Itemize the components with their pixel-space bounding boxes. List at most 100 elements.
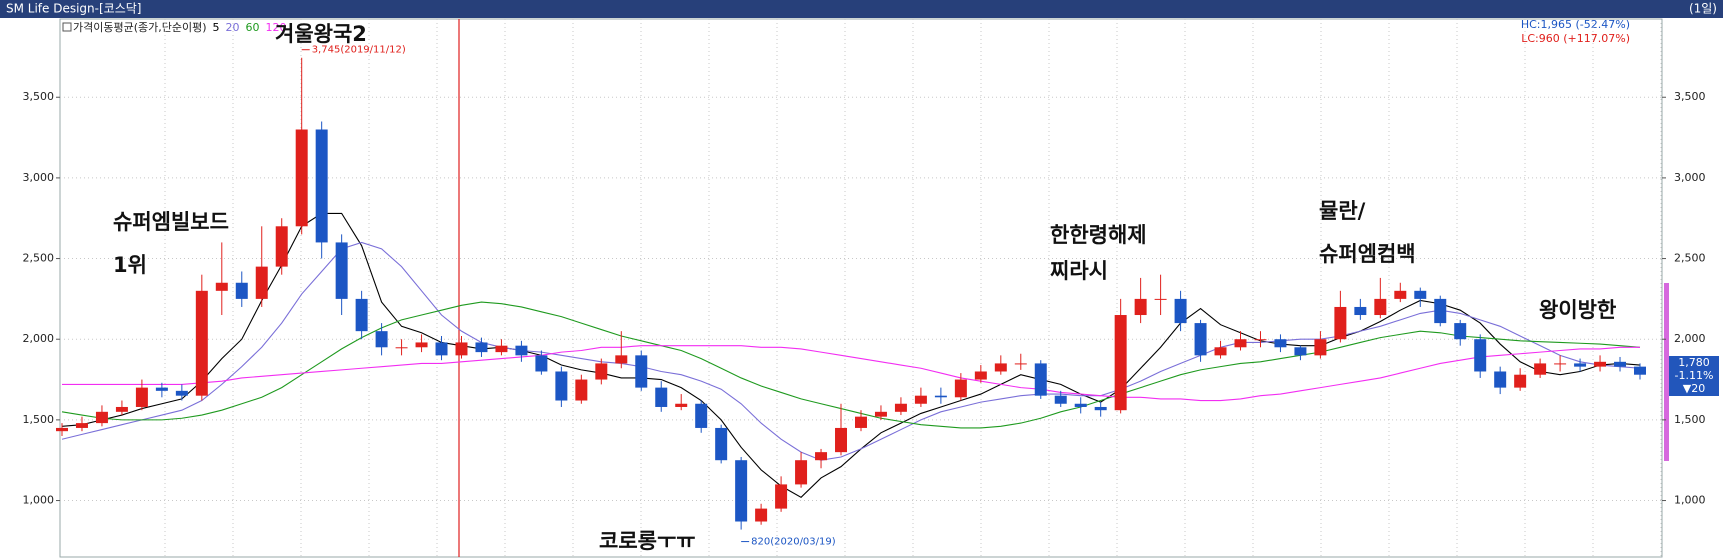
- y2-tick-label: 3,500: [1674, 90, 1706, 103]
- y2-tick-label: 2,000: [1674, 332, 1706, 345]
- candle-body: [974, 371, 987, 380]
- candle-body: [1514, 374, 1527, 388]
- candle-body: [155, 387, 168, 391]
- candle-body: [435, 342, 448, 356]
- ma-line: [62, 345, 1640, 402]
- candle-body: [854, 416, 867, 428]
- candle-body: [715, 427, 728, 461]
- annotation: 찌라시: [1050, 259, 1108, 283]
- ma-line: [61, 301, 1641, 429]
- candle-body: [295, 129, 308, 227]
- candle-body: [175, 390, 188, 396]
- candle-body: [994, 363, 1007, 372]
- candle-body: [874, 411, 887, 417]
- y-tick-label: 2,500: [23, 252, 55, 265]
- legend-checkbox: [62, 22, 72, 32]
- candle-body: [1214, 347, 1227, 356]
- candle-body: [675, 403, 688, 407]
- candle-body: [135, 387, 148, 407]
- candle-body: [255, 266, 268, 299]
- candle-body: [195, 290, 208, 396]
- legend-entry: 5: [213, 21, 220, 34]
- candle-body: [56, 427, 68, 432]
- annotation: 한한령해제: [1050, 223, 1147, 247]
- annotation: 코로롱ㅜㅠ: [599, 529, 696, 553]
- legend-entry: 20: [226, 21, 240, 34]
- candle-body: [1434, 298, 1447, 324]
- chart-title: SM Life Design-[코스닥]: [6, 2, 141, 16]
- candle-body: [1034, 363, 1047, 396]
- annotation: 뮬란/: [1319, 199, 1366, 223]
- candle-body: [235, 282, 248, 299]
- candle-body: [1194, 323, 1207, 356]
- candle-body: [395, 347, 408, 349]
- candle-body: [1394, 290, 1407, 299]
- candle-body: [1054, 395, 1067, 404]
- candle-body: [415, 342, 428, 348]
- y-tick-label: 1,000: [23, 494, 55, 507]
- candle-body: [1154, 298, 1167, 300]
- candle-body: [1474, 339, 1487, 372]
- candle-body: [335, 242, 348, 299]
- candle-body: [655, 387, 668, 407]
- max-label: 3,745(2019/11/12): [312, 45, 406, 56]
- y2-tick-label: 1,500: [1674, 413, 1706, 426]
- candle-body: [1074, 403, 1087, 407]
- volume-profile: [1664, 283, 1669, 461]
- marks: [56, 19, 1666, 557]
- candle-body: [1554, 363, 1567, 365]
- candle-body: [1454, 323, 1467, 340]
- candle-body: [775, 484, 788, 509]
- candle-body: [355, 298, 368, 332]
- candle-body: [1534, 363, 1547, 375]
- candle-body: [735, 460, 748, 522]
- candle-body: [475, 342, 488, 353]
- price: 1,780: [1678, 356, 1710, 369]
- candle-body: [1314, 339, 1327, 356]
- hc-label: HC:1,965 (-52.47%): [1521, 18, 1630, 31]
- candle-body: [795, 460, 808, 485]
- candle-body: [954, 379, 967, 398]
- candle-body: [575, 379, 588, 401]
- candle-body: [1494, 371, 1507, 388]
- annotation: 왕이방한: [1539, 298, 1616, 322]
- annotation: 슈퍼엠빌보드: [113, 210, 229, 234]
- ma-line: [61, 241, 1641, 461]
- candle-body: [1634, 366, 1646, 375]
- candle-body: [635, 355, 648, 388]
- candle-body: [215, 282, 228, 291]
- candle-body: [455, 342, 468, 356]
- candle-body: [1014, 363, 1027, 365]
- candle-body: [535, 355, 548, 372]
- period: (1일): [1689, 2, 1717, 16]
- candle-body: [115, 406, 128, 412]
- annotation: 겨울왕국2: [275, 22, 367, 46]
- candle-body: [755, 508, 768, 522]
- candle-body: [1254, 339, 1267, 341]
- candle-body: [1574, 363, 1587, 367]
- candle-body: [914, 395, 927, 404]
- candle-body: [1374, 298, 1387, 316]
- candle-body: [1594, 361, 1607, 367]
- candle-body: [835, 427, 848, 453]
- candle-body: [1094, 406, 1107, 411]
- candle-body: [515, 345, 528, 356]
- annotation: 슈퍼엠컴백: [1319, 242, 1416, 266]
- candle-body: [1614, 361, 1627, 367]
- candle-body: [375, 331, 388, 348]
- y-tick-label: 2,000: [23, 332, 55, 345]
- candle-body: [1334, 306, 1347, 340]
- annotation: 1위: [113, 253, 147, 277]
- labels: 1,000 1,000 1,500 1,500 2,000 2,000 2,500 2,500…: [23, 21, 1706, 553]
- min-label: 820(2020/03/19): [751, 537, 836, 548]
- candle-body: [1134, 298, 1147, 316]
- price-delta: ▼20: [1683, 382, 1705, 395]
- y2-tick-label: 3,000: [1674, 171, 1706, 184]
- plot-frame: [59, 18, 1663, 558]
- candle-body: [615, 355, 628, 364]
- candle-body: [1354, 306, 1367, 316]
- candle-body: [315, 129, 328, 243]
- y2-tick-label: 2,500: [1674, 252, 1706, 265]
